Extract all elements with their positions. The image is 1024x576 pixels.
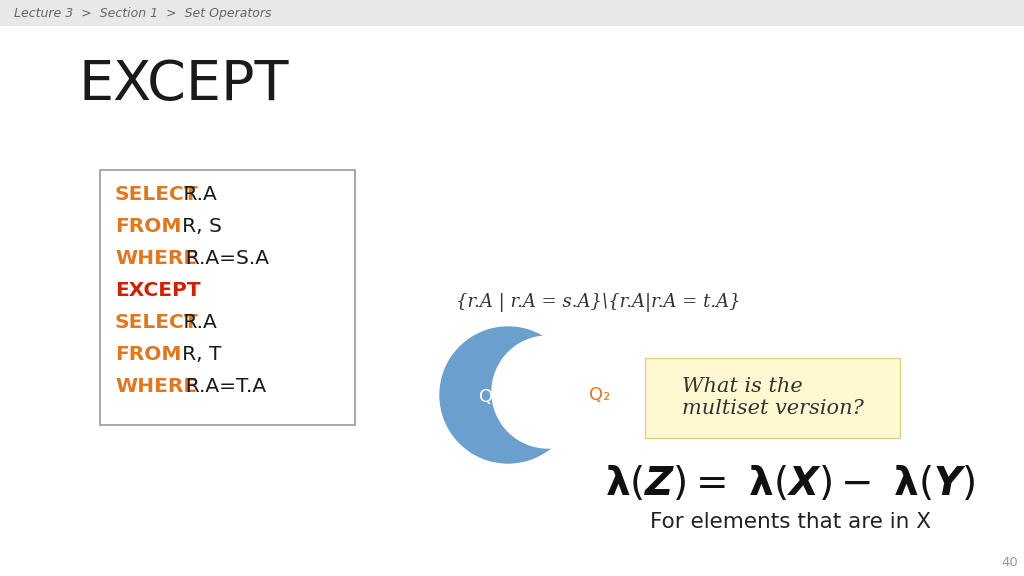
Text: SELECT: SELECT [115,185,199,204]
Text: EXCEPT: EXCEPT [78,58,289,112]
Text: R, S: R, S [163,218,222,237]
Text: R.A: R.A [177,185,217,204]
Text: {r.A | r.A = s.A}\{r.A|r.A = t.A}: {r.A | r.A = s.A}\{r.A|r.A = t.A} [456,293,740,312]
Text: EXCEPT: EXCEPT [115,282,201,301]
Text: R.A: R.A [177,313,217,332]
Text: FROM: FROM [115,346,181,365]
FancyBboxPatch shape [0,0,1024,26]
Text: FROM: FROM [115,218,181,237]
Text: R.A=S.A: R.A=S.A [173,249,269,268]
Text: R.A=T.A: R.A=T.A [173,377,266,396]
Text: R, T: R, T [163,346,221,365]
Text: What is the
multiset version?: What is the multiset version? [682,377,863,419]
Text: Lecture 3  >  Section 1  >  Set Operators: Lecture 3 > Section 1 > Set Operators [14,6,271,20]
Text: WHERE: WHERE [115,249,198,268]
Text: Q₂: Q₂ [590,386,610,404]
Text: For elements that are in X: For elements that are in X [649,512,931,532]
FancyBboxPatch shape [100,170,355,425]
Text: SELECT: SELECT [115,313,199,332]
Text: 40: 40 [1001,556,1019,570]
Circle shape [492,336,604,448]
FancyBboxPatch shape [645,358,900,438]
Circle shape [440,327,575,463]
Text: $\boldsymbol{\lambda}(\boldsymbol{Z}) = \ \boldsymbol{\lambda}(\boldsymbol{X}) -: $\boldsymbol{\lambda}(\boldsymbol{Z}) = … [605,464,975,502]
Text: Q₁: Q₁ [479,388,501,406]
Text: WHERE: WHERE [115,377,198,396]
